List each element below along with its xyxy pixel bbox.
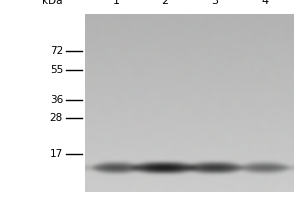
Text: 17: 17 — [50, 149, 63, 159]
Text: 55: 55 — [50, 65, 63, 75]
Text: 1: 1 — [113, 0, 120, 6]
Text: 3: 3 — [211, 0, 218, 6]
Text: 2: 2 — [161, 0, 168, 6]
Text: 4: 4 — [261, 0, 268, 6]
Text: kDa: kDa — [43, 0, 63, 6]
Text: 36: 36 — [50, 95, 63, 105]
Text: 72: 72 — [50, 46, 63, 56]
Text: 28: 28 — [50, 113, 63, 123]
